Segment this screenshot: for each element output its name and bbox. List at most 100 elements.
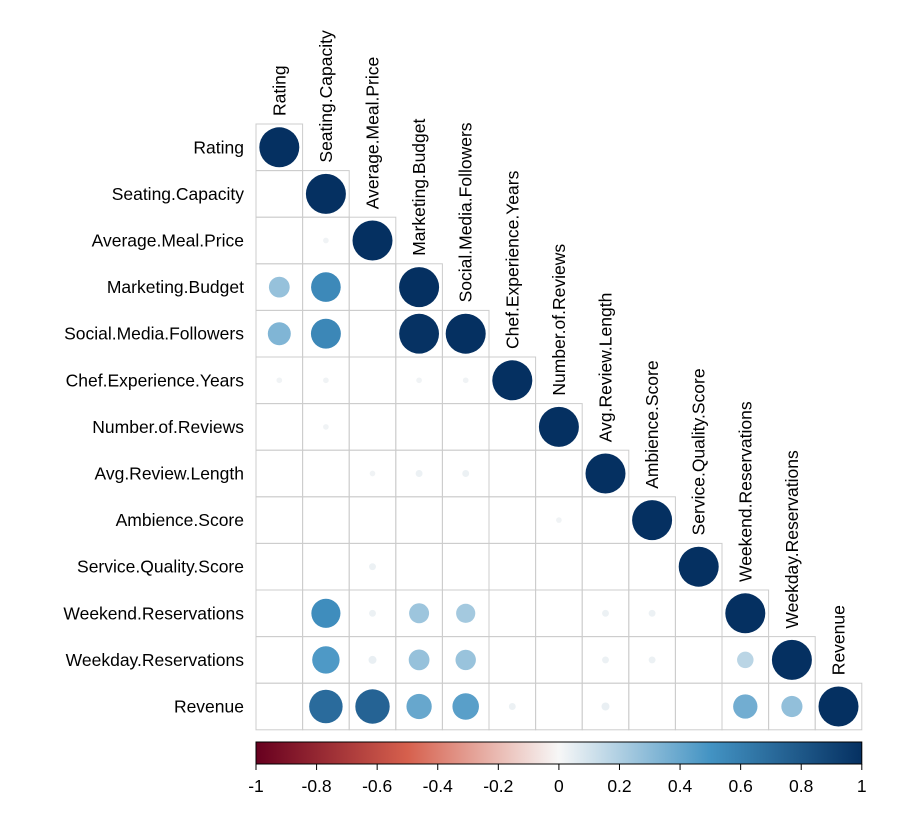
correlation-circle <box>311 598 341 628</box>
correlation-circle <box>409 603 430 624</box>
matrix-cell <box>488 589 537 638</box>
matrix-cell <box>348 309 397 358</box>
matrix-cell <box>581 496 630 544</box>
colorbar-tick-label: 0.8 <box>789 776 813 796</box>
matrix-cell <box>348 403 397 451</box>
matrix-cell <box>348 263 397 311</box>
row-label: Seating.Capacity <box>112 184 245 204</box>
matrix-cell <box>535 542 583 591</box>
matrix-cell <box>628 542 676 591</box>
matrix-cell <box>535 449 583 498</box>
correlation-circle <box>456 603 476 623</box>
correlation-circle <box>355 689 390 724</box>
matrix-cell <box>255 170 304 218</box>
matrix-cell <box>348 496 397 544</box>
correlation-circle <box>771 639 812 680</box>
row-label: Weekend.Reservations <box>63 603 244 623</box>
matrix-cell <box>255 542 304 591</box>
colorbar-tick-label: 0 <box>554 776 564 796</box>
column-label: Chef.Experience.Years <box>502 170 522 349</box>
colorbar-tick-label: 0.4 <box>668 776 693 796</box>
correlation-circle <box>276 377 283 384</box>
matrix-cell <box>674 682 723 731</box>
matrix-cell <box>255 589 304 638</box>
matrix-cell <box>255 496 304 544</box>
matrix-cell <box>302 542 350 591</box>
matrix-cell <box>348 356 397 405</box>
matrix-cell <box>488 496 537 544</box>
correlation-circle <box>818 686 859 727</box>
correlation-circle <box>416 377 422 384</box>
correlation-circle <box>601 702 610 711</box>
correlation-circle <box>352 220 393 261</box>
matrix-cell <box>255 216 304 265</box>
correlation-circle <box>312 646 340 674</box>
matrix-cell <box>488 542 537 591</box>
column-label: Revenue <box>829 605 849 675</box>
correlation-circle <box>538 406 579 447</box>
correlation-circle <box>406 693 432 720</box>
matrix-cell <box>488 449 537 498</box>
row-label: Avg.Review.Length <box>94 464 244 484</box>
matrix-cell <box>814 682 863 731</box>
correlation-circle <box>556 517 562 523</box>
matrix-cell <box>581 542 630 591</box>
matrix-cell <box>674 636 723 684</box>
matrix-cell <box>535 636 583 684</box>
colorbar-tick-label: -1 <box>248 776 264 796</box>
column-label: Number.of.Reviews <box>549 244 569 396</box>
column-label: Service.Quality.Score <box>689 368 709 535</box>
matrix-cell <box>255 403 304 451</box>
row-label: Weekday.Reservations <box>66 650 245 670</box>
matrix-cell <box>488 403 537 451</box>
matrix-cell <box>488 636 537 684</box>
correlation-circle <box>415 470 423 477</box>
correlation-circle <box>323 424 329 430</box>
matrix-cell <box>441 542 490 591</box>
row-label: Chef.Experience.Years <box>66 370 245 390</box>
matrix-cell <box>441 496 490 544</box>
matrix-cell <box>302 496 350 544</box>
column-label: Seating.Capacity <box>316 30 336 163</box>
correlation-circle <box>399 313 439 354</box>
row-label: Number.of.Reviews <box>92 417 244 437</box>
correlation-circle <box>309 689 343 724</box>
correlation-circle <box>408 649 430 671</box>
correlation-circle <box>725 593 766 634</box>
matrix-cell <box>535 682 583 731</box>
correlation-circle <box>445 313 486 354</box>
column-label: Weekend.Reservations <box>735 401 755 582</box>
matrix-cell <box>628 682 676 731</box>
row-label: Marketing.Budget <box>107 277 244 297</box>
matrix-cell <box>255 682 304 731</box>
correlation-circle <box>452 693 479 720</box>
correlation-circle <box>323 377 329 384</box>
colorbar-tick-label: -0.6 <box>362 776 392 796</box>
correlation-circle <box>259 127 300 168</box>
correlation-circle <box>733 694 758 719</box>
matrix-cell <box>674 589 723 638</box>
correlation-circle <box>648 609 656 617</box>
colorbar-tick-label: -0.8 <box>302 776 332 796</box>
correlation-circle <box>323 237 329 244</box>
row-label: Average.Meal.Price <box>92 231 244 251</box>
column-label: Average.Meal.Price <box>363 57 383 209</box>
colorbar <box>255 741 863 765</box>
correlation-circle <box>369 563 376 571</box>
row-label: Ambience.Score <box>116 510 244 530</box>
column-label: Social.Media.Followers <box>456 122 476 302</box>
colorbar-tick-label: 1 <box>857 776 867 796</box>
column-label: Rating <box>269 65 289 116</box>
row-label: Service.Quality.Score <box>77 557 244 577</box>
matrix-cell <box>302 449 350 498</box>
correlation-circle <box>305 173 346 214</box>
correlation-circle <box>369 470 376 477</box>
correlation-circle <box>311 272 341 302</box>
correlation-circle <box>602 609 609 617</box>
colorbar-tick-label: -0.4 <box>423 776 453 796</box>
colorbar-tick-label: -0.2 <box>483 776 513 796</box>
correlation-circle <box>462 377 469 384</box>
correlation-circle <box>399 267 440 308</box>
